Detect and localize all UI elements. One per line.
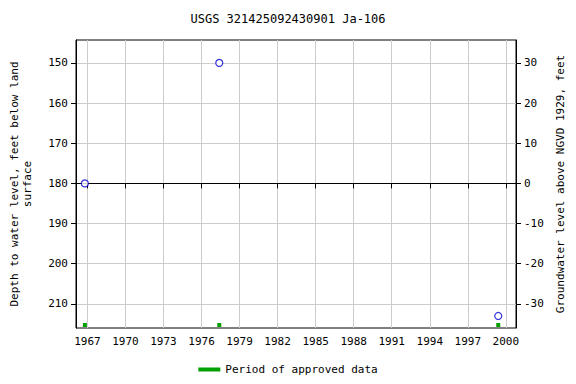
svg-text:190: 190: [48, 217, 68, 230]
svg-text:1991: 1991: [378, 335, 405, 348]
svg-text:20: 20: [524, 97, 537, 110]
svg-text:1997: 1997: [455, 335, 482, 348]
svg-text:USGS 321425092430901 Ja-106: USGS 321425092430901 Ja-106: [190, 12, 385, 26]
svg-text:1985: 1985: [302, 335, 329, 348]
svg-text:-30: -30: [524, 297, 544, 310]
svg-text:160: 160: [48, 97, 68, 110]
svg-text:200: 200: [48, 257, 68, 270]
svg-text:30: 30: [524, 56, 537, 69]
svg-text:0: 0: [524, 177, 531, 190]
svg-text:surface: surface: [21, 161, 34, 207]
svg-text:1994: 1994: [417, 335, 444, 348]
svg-text:210: 210: [48, 297, 68, 310]
svg-text:-20: -20: [524, 257, 544, 270]
svg-text:1967: 1967: [74, 335, 101, 348]
svg-text:10: 10: [524, 137, 537, 150]
svg-text:1988: 1988: [340, 335, 367, 348]
svg-text:Period of approved data: Period of approved data: [225, 363, 377, 376]
svg-text:180: 180: [48, 177, 68, 190]
svg-text:1979: 1979: [226, 335, 253, 348]
svg-text:1973: 1973: [150, 335, 177, 348]
svg-text:150: 150: [48, 56, 68, 69]
svg-text:Groundwater level above NGVD 1: Groundwater level above NGVD 1929, feet: [554, 55, 567, 313]
svg-text:1970: 1970: [112, 335, 138, 348]
svg-text:Depth to water level, feet bel: Depth to water level, feet below land: [8, 61, 21, 306]
svg-text:-10: -10: [524, 217, 544, 230]
svg-text:1976: 1976: [188, 335, 215, 348]
svg-text:2000: 2000: [493, 335, 520, 348]
svg-text:1982: 1982: [264, 335, 291, 348]
svg-text:170: 170: [48, 137, 68, 150]
